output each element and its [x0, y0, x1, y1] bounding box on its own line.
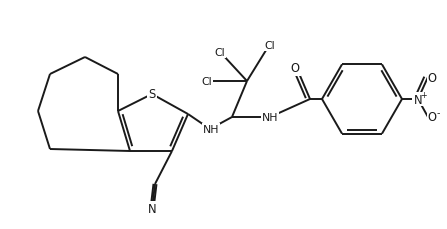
Text: O: O [427, 111, 437, 124]
Text: Cl: Cl [202, 77, 212, 87]
Text: +: + [420, 90, 427, 99]
Text: -: - [436, 109, 440, 118]
Text: O: O [291, 62, 299, 75]
Text: N: N [148, 203, 156, 215]
Text: NH: NH [203, 124, 219, 134]
Text: NH: NH [262, 112, 278, 123]
Text: N: N [413, 93, 422, 106]
Text: S: S [148, 88, 156, 101]
Text: Cl: Cl [265, 41, 275, 51]
Text: O: O [427, 71, 437, 84]
Text: Cl: Cl [215, 48, 225, 58]
